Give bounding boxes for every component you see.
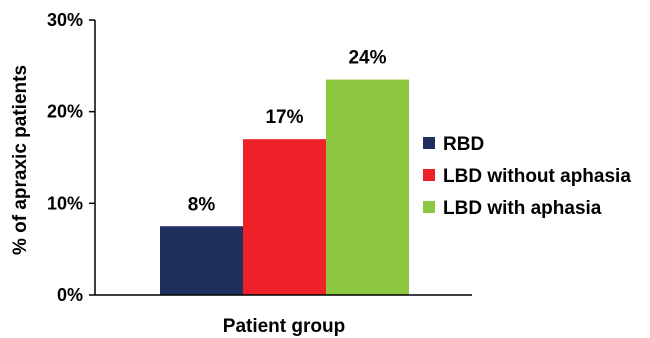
- y-tick-label: 10%: [47, 193, 83, 213]
- bar-lbd-without-aphasia: [243, 139, 326, 295]
- legend: RBD LBD without aphasia LBD with aphasia: [423, 134, 631, 219]
- x-axis-title: Patient group: [223, 316, 345, 337]
- data-label: 8%: [188, 194, 216, 215]
- legend-swatch: [423, 169, 435, 181]
- y-tick-label: 20%: [47, 102, 83, 122]
- legend-swatch: [423, 137, 435, 149]
- bar-lbd-with-aphasia: [326, 79, 409, 295]
- legend-swatch: [423, 201, 435, 213]
- data-label: 17%: [265, 107, 303, 128]
- legend-label: RBD: [443, 134, 484, 155]
- y-tick-label: 30%: [47, 10, 83, 30]
- legend-label: LBD with aphasia: [443, 198, 602, 219]
- y-tick-label: 0%: [57, 285, 83, 305]
- data-label: 24%: [348, 48, 386, 69]
- y-axis-title: % of apraxic patients: [10, 65, 31, 255]
- bar-rbd: [160, 226, 243, 295]
- legend-label: LBD without aphasia: [443, 166, 631, 187]
